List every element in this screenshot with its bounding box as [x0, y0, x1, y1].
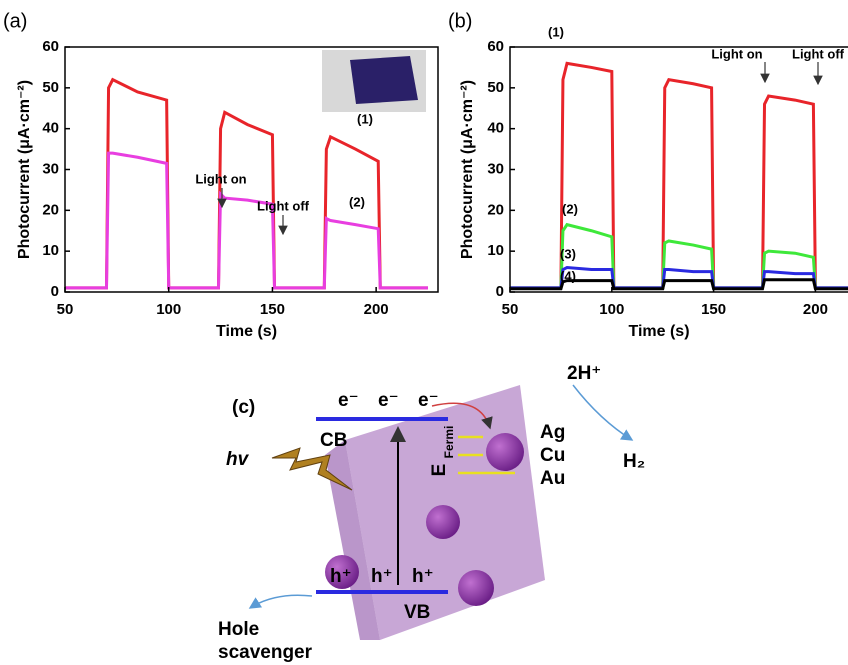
x-tick-label: 100 — [599, 301, 624, 318]
y-tick-label: 20 — [487, 201, 504, 218]
series-label: (2) — [562, 201, 578, 216]
annotation: Light on — [195, 171, 246, 186]
hole: h⁺ — [330, 566, 352, 587]
y-tick-label: 60 — [487, 38, 504, 55]
x-tick-label: 200 — [364, 301, 389, 318]
y-tick-label: 60 — [42, 38, 59, 55]
reduction-arrow — [573, 385, 632, 440]
annotation: Light off — [792, 46, 845, 61]
particle — [458, 570, 494, 606]
metal: Au — [540, 468, 565, 489]
vb-label: VB — [404, 602, 430, 623]
inset-sample — [350, 56, 418, 104]
y-tick-label: 30 — [487, 160, 504, 177]
scavenger: scavenger — [218, 642, 313, 663]
hole: h⁺ — [371, 566, 393, 587]
y-tick-label: 40 — [42, 120, 59, 137]
panel-label: (b) — [448, 10, 472, 32]
hydrogen: H₂ — [623, 451, 645, 472]
x-tick-label: 50 — [502, 301, 519, 318]
metal: Ag — [540, 422, 565, 443]
x-tick-label: 150 — [701, 301, 726, 318]
y-tick-label: 10 — [42, 242, 59, 259]
y-axis-label: Photocurrent (μA·cm⁻²) — [16, 80, 33, 259]
figure: 010203040506050100150200(1)(2)Time (s)Ph… — [0, 0, 848, 665]
series-label: (2) — [349, 194, 365, 209]
y-tick-label: 50 — [487, 79, 504, 96]
y-tick-label: 50 — [42, 79, 59, 96]
electron: e⁻ — [338, 390, 359, 411]
oxidation-arrow — [250, 595, 312, 608]
x-axis-label: Time (s) — [628, 323, 689, 340]
metal: Cu — [540, 445, 565, 466]
page: {"chart_data": [ {"type": "line", "panel… — [0, 0, 848, 665]
y-tick-label: 40 — [487, 120, 504, 137]
x-tick-label: 200 — [803, 301, 828, 318]
series-label: (4) — [560, 268, 576, 283]
series-label: (1) — [548, 24, 564, 39]
particle — [426, 505, 460, 539]
panel-label: (a) — [3, 10, 27, 32]
series-label: (1) — [357, 111, 373, 126]
hv-label: hv — [226, 449, 250, 470]
y-axis-label: Photocurrent (μA·cm⁻²) — [459, 80, 476, 259]
series-label: (3) — [560, 246, 576, 261]
y-tick-label: 30 — [42, 160, 59, 177]
electron: e⁻ — [378, 390, 399, 411]
diagram: (c) e⁻ e⁻ e⁻ CB hv E Fermi Ag Cu Au 2H⁺ … — [218, 363, 645, 663]
cb-label: CB — [320, 430, 347, 451]
annotation: Light on — [711, 46, 762, 61]
annotation: Light off — [257, 198, 310, 213]
scavenger: Hole — [218, 619, 259, 640]
y-tick-label: 0 — [496, 283, 504, 300]
particle — [486, 433, 524, 471]
x-tick-label: 100 — [156, 301, 181, 318]
panel-label: (c) — [232, 397, 255, 418]
y-tick-label: 0 — [51, 283, 59, 300]
fermi-e: E — [429, 464, 450, 477]
y-tick-label: 20 — [42, 201, 59, 218]
proton: 2H⁺ — [567, 363, 601, 384]
x-tick-label: 50 — [57, 301, 74, 318]
x-tick-label: 150 — [260, 301, 285, 318]
x-axis-label: Time (s) — [216, 323, 277, 340]
electron: e⁻ — [418, 390, 439, 411]
fermi-sub: Fermi — [442, 426, 456, 459]
hole: h⁺ — [412, 566, 434, 587]
y-tick-label: 10 — [487, 242, 504, 259]
